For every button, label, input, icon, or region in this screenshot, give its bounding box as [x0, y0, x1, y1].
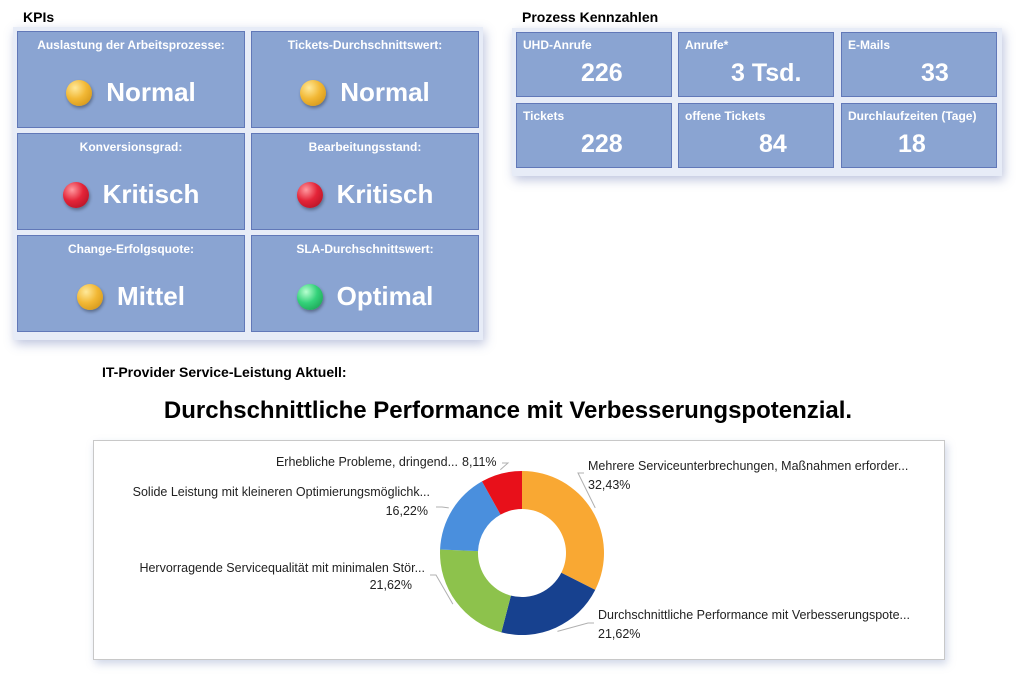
kpi-tile-auslastung[interactable]: Auslastung der Arbeitsprozesse: Normal: [17, 31, 245, 128]
kpi-label: Change-Erfolgsquote:: [68, 242, 194, 256]
kpi-label: Bearbeitungsstand:: [308, 140, 422, 154]
process-label: Durchlaufzeiten (Tage): [848, 109, 977, 123]
process-value: 3 Tsd.: [731, 59, 802, 87]
kpis-title: KPIs: [23, 9, 55, 25]
donut-slice[interactable]: [501, 572, 596, 635]
process-value: 84: [759, 130, 787, 158]
service-section-title: IT-Provider Service-Leistung Aktuell:: [102, 364, 347, 380]
status-light-icon: [77, 283, 104, 310]
status-light-icon: [296, 283, 323, 310]
process-value: 228: [581, 130, 623, 158]
process-label: offene Tickets: [685, 109, 766, 123]
slice-label: Hervorragende Servicequalität mit minima…: [139, 561, 425, 575]
process-tile-anrufe[interactable]: Anrufe* 3 Tsd.: [678, 32, 834, 97]
process-label: E-Mails: [848, 38, 891, 52]
process-tile-durchlaufzeiten[interactable]: Durchlaufzeiten (Tage) 18: [841, 103, 997, 168]
process-tile-e-mails[interactable]: E-Mails 33: [841, 32, 997, 97]
status-light-icon: [300, 79, 327, 106]
slice-label: Mehrere Serviceunterbrechungen, Maßnahme…: [588, 459, 908, 473]
slice-value-label: 21,62%: [370, 578, 412, 592]
slice-label: Durchschnittliche Performance mit Verbes…: [598, 608, 910, 622]
donut-slice[interactable]: [522, 471, 604, 590]
kpi-status: Normal: [106, 77, 196, 107]
kpi-label: SLA-Durchschnittswert:: [296, 242, 434, 256]
process-value: 33: [921, 59, 949, 87]
process-value: 18: [898, 130, 926, 158]
kpi-status: Kritisch: [336, 179, 434, 209]
status-light-icon: [66, 79, 93, 106]
kpi-status: Optimal: [336, 281, 434, 311]
slice-value-label: 16,22%: [386, 504, 428, 518]
process-tile-offene-tickets[interactable]: offene Tickets 84: [678, 103, 834, 168]
kpi-tile-sla-durchschnitt[interactable]: SLA-Durchschnittswert: Optimal: [251, 235, 479, 332]
kpi-status: Kritisch: [102, 179, 200, 209]
slice-value-label: 21,62%: [598, 627, 640, 641]
kpi-status: Mittel: [117, 281, 185, 311]
leader-line: [577, 472, 596, 509]
status-light-icon: [62, 181, 89, 208]
leader-line: [436, 506, 449, 509]
kpi-label: Auslastung der Arbeitsprozesse:: [37, 38, 225, 52]
kpi-tile-tickets-durchschnitt[interactable]: Tickets-Durchschnittswert: Normal: [251, 31, 479, 128]
process-label: UHD-Anrufe: [523, 38, 592, 52]
kpi-status: Normal: [340, 77, 430, 107]
kpi-tile-konversionsgrad[interactable]: Konversionsgrad: Kritisch: [17, 133, 245, 230]
process-title: Prozess Kennzahlen: [522, 9, 659, 25]
donut-slice[interactable]: [440, 481, 501, 552]
kpi-label: Tickets-Durchschnittswert:: [287, 38, 443, 52]
process-label: Anrufe*: [685, 38, 729, 52]
kpi-tile-bearbeitungsstand[interactable]: Bearbeitungsstand: Kritisch: [251, 133, 479, 230]
process-label: Tickets: [523, 109, 565, 123]
slice-label: Solide Leistung mit kleineren Optimierun…: [133, 485, 430, 499]
process-value: 226: [581, 59, 623, 87]
process-tile-uhd-anrufe[interactable]: UHD-Anrufe 226: [516, 32, 672, 97]
service-heading: Durchschnittliche Performance mit Verbes…: [163, 397, 853, 424]
donut-slice[interactable]: [440, 549, 511, 633]
process-tile-tickets[interactable]: Tickets 228: [516, 103, 672, 168]
kpi-label: Konversionsgrad:: [79, 140, 183, 154]
status-light-icon: [296, 181, 323, 208]
slice-value-label: 32,43%: [588, 478, 630, 492]
kpi-tile-change-erfolgsquote[interactable]: Change-Erfolgsquote: Mittel: [17, 235, 245, 332]
leader-line: [557, 622, 594, 632]
leader-line: [499, 462, 510, 471]
donut-chart: Mehrere Serviceunterbrechungen, Maßnahme…: [133, 455, 910, 641]
slice-value-label: 8,11%: [462, 455, 497, 469]
slice-label: Erhebliche Probleme, dringend...: [276, 455, 458, 469]
donut-chart-panel: Mehrere Serviceunterbrechungen, Maßnahme…: [93, 440, 945, 660]
donut-slice[interactable]: [482, 471, 522, 515]
leader-line: [430, 574, 454, 605]
